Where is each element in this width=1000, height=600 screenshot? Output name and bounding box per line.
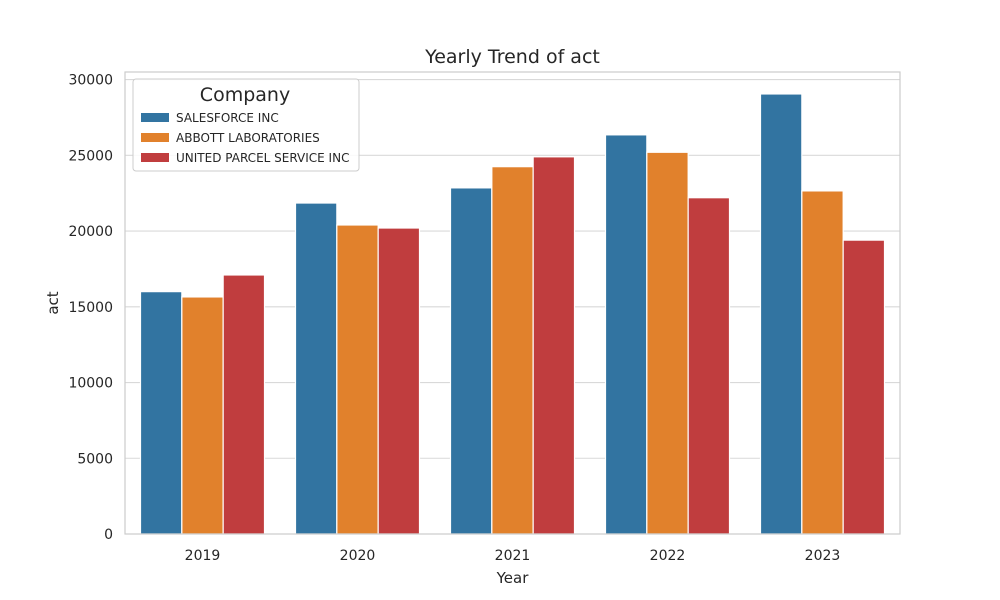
bar-united-parcel-service-inc-2023 — [842, 239, 886, 535]
x-axis-label: Year — [496, 569, 530, 587]
bar-united-parcel-service-inc-2019 — [222, 274, 266, 535]
x-tick-label: 2020 — [340, 548, 376, 564]
bar-abbott-laboratories-2022 — [646, 151, 689, 535]
bar-salesforce-inc-2021 — [449, 187, 493, 535]
legend-swatch — [141, 113, 169, 122]
legend-swatch — [141, 133, 169, 142]
x-tick-label: 2021 — [495, 548, 531, 564]
legend: Company SALESFORCE INC ABBOTT LABORATORIE… — [132, 78, 360, 172]
bar-salesforce-inc-2019 — [139, 291, 183, 535]
legend-label: ABBOTT LABORATORIES — [176, 131, 320, 145]
bar-salesforce-inc-2020 — [294, 202, 338, 535]
y-tick-label: 10000 — [68, 376, 113, 392]
plot-frame — [124, 71, 901, 535]
y-axis-label: act — [44, 291, 62, 314]
x-tick-label: 2023 — [805, 548, 841, 564]
bar-salesforce-inc-2022 — [604, 134, 648, 535]
bar-salesforce-inc-2023 — [759, 93, 803, 535]
bar-abbott-laboratories-2023 — [801, 190, 844, 535]
bar-united-parcel-service-inc-2021 — [532, 156, 576, 535]
legend-box — [132, 78, 360, 172]
y-tick-label: 5000 — [77, 451, 113, 467]
bar-abbott-laboratories-2019 — [181, 296, 224, 535]
y-tick-label: 25000 — [68, 148, 113, 164]
y-axis-ticks: 0 5000 10000 15000 20000 25000 30000 — [68, 73, 113, 543]
x-tick-label: 2022 — [650, 548, 686, 564]
bar-united-parcel-service-inc-2022 — [687, 197, 731, 535]
legend-swatch — [141, 153, 169, 162]
x-tick-label: 2019 — [185, 548, 221, 564]
legend-title: Company — [200, 84, 290, 106]
chart-title: Yearly Trend of act — [424, 46, 600, 68]
bars — [139, 93, 886, 535]
bar-abbott-laboratories-2021 — [491, 166, 534, 535]
y-tick-label: 15000 — [68, 300, 113, 316]
y-tick-label: 0 — [104, 527, 113, 543]
y-tick-label: 20000 — [68, 224, 113, 240]
bar-united-parcel-service-inc-2020 — [377, 227, 421, 535]
x-axis-ticks: 2019 2020 2021 2022 2023 — [185, 548, 841, 564]
bar-abbott-laboratories-2020 — [336, 224, 379, 535]
legend-label: SALESFORCE INC — [176, 111, 279, 125]
legend-label: UNITED PARCEL SERVICE INC — [176, 151, 349, 165]
y-tick-label: 30000 — [68, 73, 113, 89]
